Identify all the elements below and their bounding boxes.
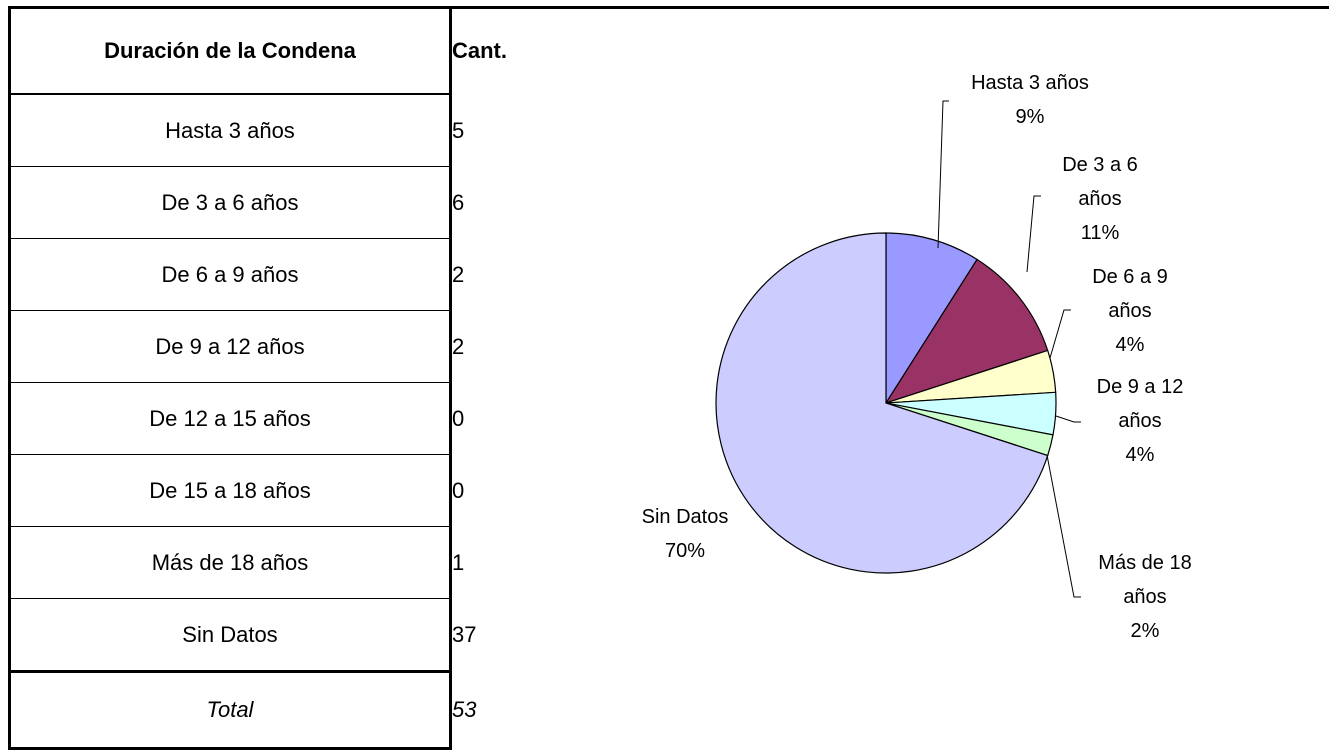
pie-label-category: De 6 a 9 años bbox=[1092, 266, 1168, 322]
table-cell: De 12 a 15 años bbox=[9, 382, 452, 455]
table-cell: Más de 18 años bbox=[9, 526, 452, 599]
pie-label: De 9 a 12 años 4% bbox=[1085, 370, 1195, 472]
leader-line bbox=[1055, 415, 1081, 423]
table-row: De 15 a 18 años 0 bbox=[9, 454, 464, 527]
table-cell: De 9 a 12 años bbox=[9, 310, 452, 383]
pie-label-value: 2% bbox=[1130, 620, 1160, 642]
pie-slice bbox=[715, 232, 1049, 574]
pie-slice bbox=[885, 232, 978, 406]
pie-slice bbox=[884, 258, 1049, 405]
pie-label-value: 9% bbox=[1015, 106, 1045, 128]
table-row: De 12 a 15 años 0 bbox=[9, 382, 464, 455]
table-cell: De 6 a 9 años bbox=[9, 238, 452, 311]
leader-line bbox=[937, 100, 949, 249]
pie-label: Hasta 3 años 9% bbox=[950, 66, 1110, 134]
pie-label-value: 70% bbox=[664, 540, 706, 562]
leader-line bbox=[1026, 195, 1041, 273]
pie-label: Sin Datos 70% bbox=[615, 500, 755, 568]
pie-label-category: Hasta 3 años bbox=[971, 72, 1089, 94]
pie-label-category: Sin Datos bbox=[641, 506, 729, 528]
pie-label: De 3 a 6 años 11% bbox=[1045, 148, 1155, 250]
table-cell: Duración de la Condena bbox=[9, 7, 452, 95]
table-cell: Sin Datos bbox=[9, 598, 452, 672]
pie-label-category: Más de 18 años bbox=[1098, 552, 1192, 608]
leader-line bbox=[1046, 454, 1081, 598]
top-rule bbox=[8, 6, 1329, 9]
data-table: Duración de la Condena Cant. Hasta 3 años 5… bbox=[8, 6, 507, 750]
pie-label-value: 4% bbox=[1115, 334, 1145, 356]
pie-label-value: 4% bbox=[1125, 444, 1155, 466]
pie-label: Más de 18 años 2% bbox=[1085, 546, 1205, 648]
table-cell: Total bbox=[9, 670, 452, 749]
pie-label-value: 11% bbox=[1080, 222, 1120, 244]
pie-label-category: De 3 a 6 años bbox=[1062, 154, 1138, 210]
table-cell: De 15 a 18 años bbox=[9, 454, 452, 527]
leader-line bbox=[1049, 309, 1071, 359]
pie-label-category: De 9 a 12 años bbox=[1096, 376, 1184, 432]
pie-label: De 6 a 9 años 4% bbox=[1075, 260, 1185, 362]
